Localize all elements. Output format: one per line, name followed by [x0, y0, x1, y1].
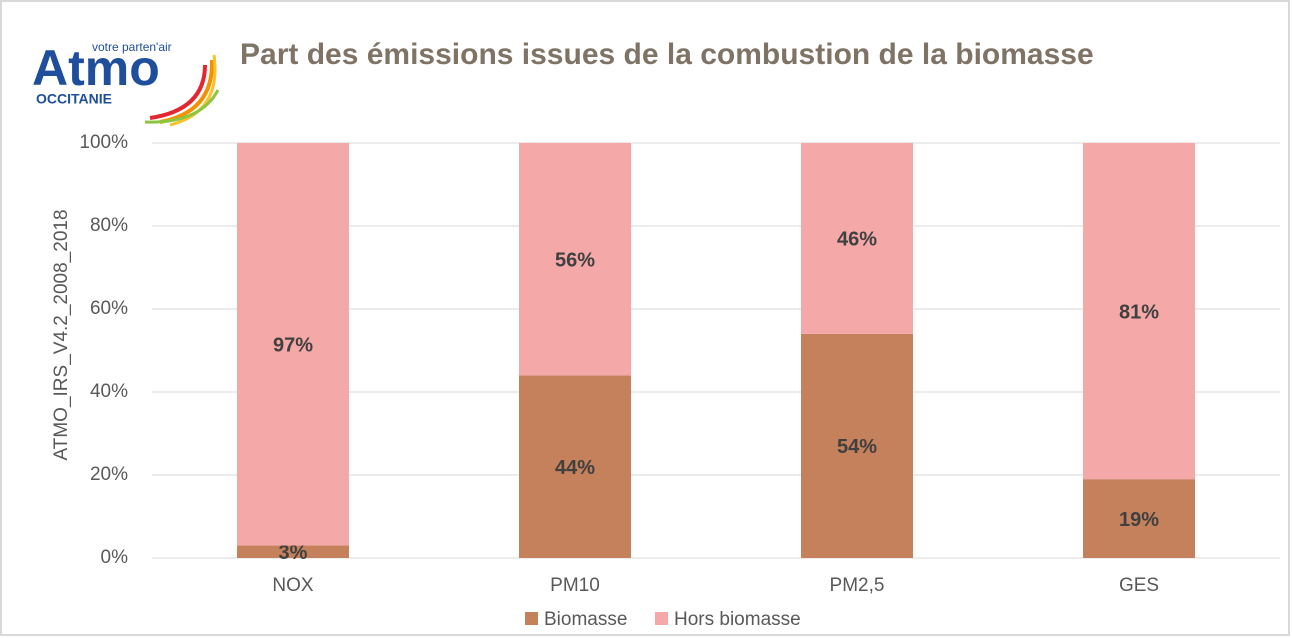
y-tick-label: 60%: [90, 298, 128, 319]
legend-swatch: [525, 612, 538, 625]
x-tick-label: PM2,5: [830, 575, 885, 596]
data-label: 54%: [837, 436, 877, 458]
bar-segment: [519, 375, 631, 558]
logo-region: OCCITANIE: [36, 91, 112, 107]
logo: votre parten'air Atmo OCCITANIE: [32, 40, 220, 127]
data-label: 3%: [279, 542, 308, 564]
y-tick-label: 100%: [79, 132, 128, 153]
x-tick-label: PM10: [550, 575, 600, 596]
x-tick-label: NOX: [272, 575, 314, 596]
data-label: 81%: [1119, 301, 1159, 323]
bar-segment: [801, 333, 913, 558]
y-axis-label: ATMO_IRS_V4.2_2008_2018: [51, 209, 72, 460]
legend-label: Hors biomasse: [674, 609, 801, 630]
y-tick-label: 0%: [101, 547, 129, 568]
logo-name: Atmo: [32, 40, 160, 96]
logo-arc: [149, 64, 207, 120]
legend-label: Biomasse: [544, 609, 627, 630]
data-label: 44%: [555, 457, 595, 479]
data-label: 19%: [1119, 509, 1159, 531]
bar-segment: [1083, 479, 1195, 558]
logo-tagline: votre parten'air: [92, 40, 172, 54]
bar-segment: [237, 143, 349, 546]
bar-segment: [237, 545, 349, 558]
x-tick-label: GES: [1119, 575, 1159, 596]
bar-segment: [519, 143, 631, 376]
data-label: 97%: [273, 335, 313, 357]
y-tick-label: 40%: [90, 381, 128, 402]
logo-arc: [169, 54, 217, 127]
chart-title: Part des émissions issues de la combusti…: [240, 38, 1094, 71]
data-label: 46%: [837, 229, 877, 251]
y-tick-label: 20%: [90, 464, 128, 485]
data-label: 56%: [555, 249, 595, 271]
y-tick-label: 80%: [90, 215, 128, 236]
bar-segment: [801, 143, 913, 334]
logo-arc: [144, 89, 220, 124]
bar-segment: [1083, 143, 1195, 480]
legend-swatch: [655, 612, 668, 625]
